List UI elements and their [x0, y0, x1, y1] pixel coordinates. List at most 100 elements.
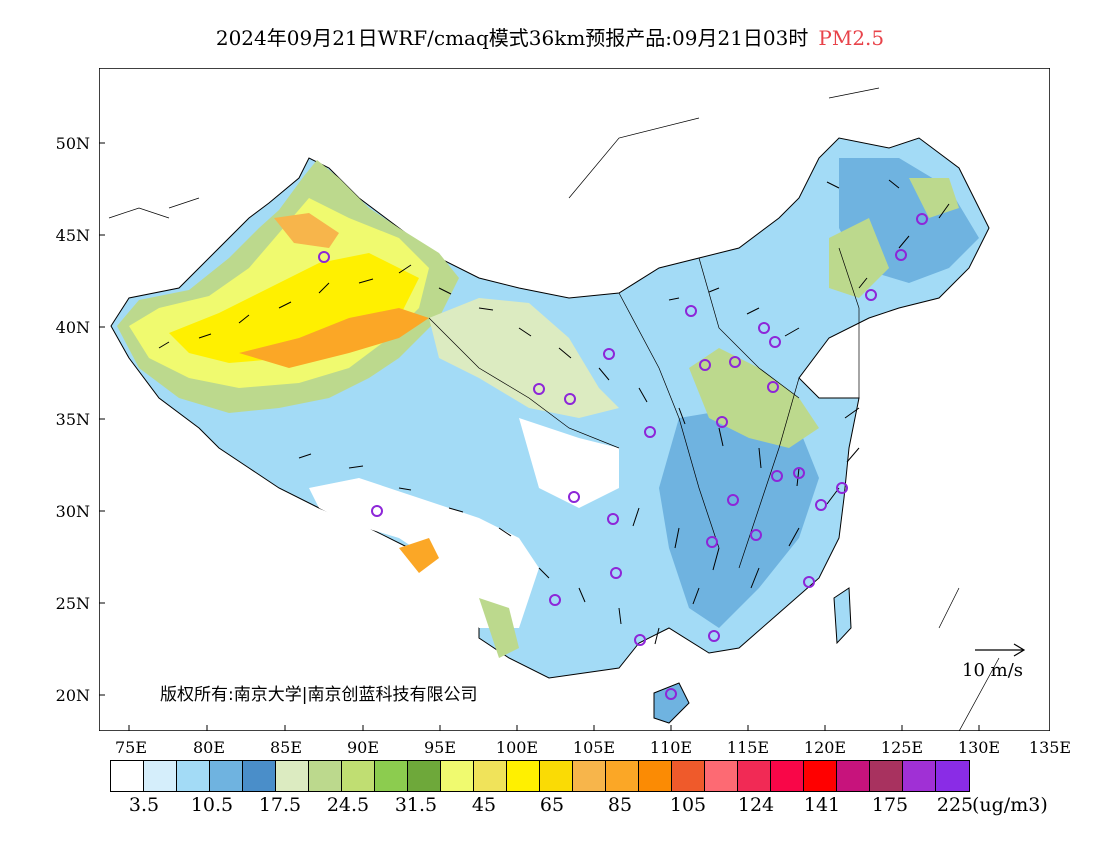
colorbar-label: 24.5: [326, 794, 370, 816]
colorbar-swatch: [639, 761, 672, 791]
lat-label: 20N: [55, 686, 90, 705]
colorbar-swatch: [903, 761, 936, 791]
colorbar-swatch: [837, 761, 870, 791]
city-marker: [706, 536, 718, 548]
city-marker: [610, 567, 622, 579]
colorbar-swatch: [111, 761, 144, 791]
pollutant-label: PM2.5: [818, 26, 885, 50]
borders: [108, 87, 1000, 731]
city-marker: [533, 383, 545, 395]
city-marker: [699, 359, 711, 371]
axis-ticks: [99, 142, 980, 731]
colorbar-swatch: [870, 761, 903, 791]
colorbar-swatch: [705, 761, 738, 791]
lon-label: 90E: [346, 738, 380, 757]
colorbar-swatch: [177, 761, 210, 791]
map-title: 2024年09月21日WRF/cmaq模式36km预报产品:09月21日03时 P…: [0, 22, 1100, 51]
city-markers: [318, 213, 928, 700]
colorbar-swatch: [738, 761, 771, 791]
colorbar-swatch: [375, 761, 408, 791]
colorbar-label: 124: [737, 794, 775, 816]
city-marker: [793, 467, 805, 479]
city-marker: [803, 576, 815, 588]
colorbar: [110, 760, 970, 792]
colorbar-swatch: [144, 761, 177, 791]
city-marker: [603, 348, 615, 360]
colorbar-label: 105: [669, 794, 707, 816]
city-marker: [564, 393, 576, 405]
city-marker: [895, 249, 907, 261]
city-marker: [716, 416, 728, 428]
colorbar-swatch: [507, 761, 540, 791]
lat-label: 40N: [55, 318, 90, 337]
wind-scale-arrow: [975, 643, 1026, 657]
city-marker: [729, 356, 741, 368]
lat-label: 50N: [55, 134, 90, 153]
city-marker: [568, 491, 580, 503]
wind-vectors: [158, 179, 950, 645]
city-marker: [916, 213, 928, 225]
colorbar-label: 65: [539, 794, 565, 816]
lon-label: 105E: [572, 738, 616, 757]
city-marker: [708, 630, 720, 642]
colorbar-swatch: [771, 761, 804, 791]
lon-label: 75E: [114, 738, 148, 757]
colorbar-swatch: [276, 761, 309, 791]
city-marker: [815, 499, 827, 511]
colorbar-swatch: [573, 761, 606, 791]
city-marker: [727, 494, 739, 506]
taiwan-island: [833, 587, 852, 645]
colorbar-swatch: [210, 761, 243, 791]
colorbar-label: 175: [871, 794, 909, 816]
pm25-field: [110, 137, 990, 679]
lat-label: 30N: [55, 502, 90, 521]
lon-label: 130E: [957, 738, 1001, 757]
lon-label: 110E: [649, 738, 693, 757]
colorbar-label: 85: [607, 794, 633, 816]
colorbar-swatch: [936, 761, 969, 791]
lon-label: 125E: [880, 738, 924, 757]
city-marker: [371, 505, 383, 517]
lon-label: 135E: [1028, 738, 1072, 757]
city-marker: [836, 482, 848, 494]
colorbar-label: 10.5: [190, 794, 234, 816]
title-text: 2024年09月21日WRF/cmaq模式36km预报产品:09月21日03时: [215, 26, 809, 50]
city-marker: [767, 381, 779, 393]
colorbar-swatch: [474, 761, 507, 791]
lat-label: 25N: [55, 594, 90, 613]
colorbar-swatch: [243, 761, 276, 791]
lon-label: 120E: [803, 738, 847, 757]
colorbar-swatch: [309, 761, 342, 791]
city-marker: [750, 529, 762, 541]
colorbar-label: 45: [471, 794, 497, 816]
lat-label: 35N: [55, 410, 90, 429]
city-marker: [318, 251, 330, 263]
copyright-credit: 版权所有:南京大学|南京创蓝科技有限公司: [160, 685, 478, 705]
wind-scale-label: 10 m/s: [962, 660, 1023, 681]
colorbar-swatch: [342, 761, 375, 791]
colorbar-label: 31.5: [394, 794, 438, 816]
hainan-island: [653, 682, 690, 724]
lon-label: 100E: [495, 738, 539, 757]
city-marker: [771, 470, 783, 482]
city-marker: [685, 305, 697, 317]
colorbar-label: 141: [803, 794, 841, 816]
lat-label: 45N: [55, 226, 90, 245]
city-marker: [607, 513, 619, 525]
lon-label: 85E: [269, 738, 303, 757]
colorbar-swatch: [408, 761, 441, 791]
colorbar-swatch: [804, 761, 837, 791]
city-marker: [865, 289, 877, 301]
city-marker: [758, 322, 770, 334]
lon-label: 80E: [192, 738, 226, 757]
colorbar-swatch: [672, 761, 705, 791]
colorbar-unit: (ug/m3): [972, 794, 1048, 816]
colorbar-swatch: [441, 761, 474, 791]
city-marker: [634, 634, 646, 646]
city-marker: [665, 688, 677, 700]
forecast-map: [99, 68, 1050, 731]
colorbar-label: 225: [936, 794, 974, 816]
colorbar-label: 17.5: [258, 794, 302, 816]
colorbar-swatch: [606, 761, 639, 791]
colorbar-swatch: [540, 761, 573, 791]
